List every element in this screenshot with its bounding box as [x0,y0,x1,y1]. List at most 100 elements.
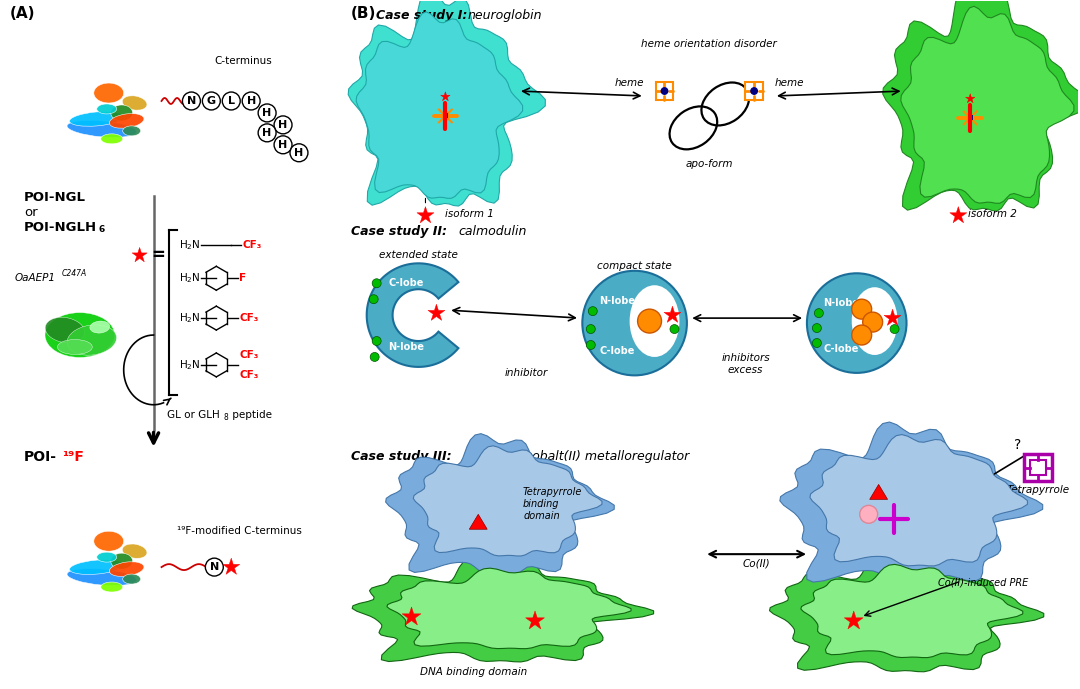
Text: H: H [246,96,256,106]
Circle shape [586,340,595,349]
Text: CoaR, a cobalt(II) metalloregulator: CoaR, a cobalt(II) metalloregulator [473,450,689,462]
Ellipse shape [109,562,144,577]
Polygon shape [810,435,1027,566]
Text: GL or GLH: GL or GLH [166,410,219,420]
Text: heme orientation disorder: heme orientation disorder [642,39,778,49]
Ellipse shape [122,544,147,558]
FancyBboxPatch shape [443,114,448,119]
Text: POI-NGL: POI-NGL [24,191,86,204]
Circle shape [863,312,882,332]
Text: (A): (A) [10,6,36,21]
Circle shape [258,104,276,122]
Text: ¹⁹F: ¹⁹F [62,450,84,464]
Ellipse shape [852,287,897,355]
Circle shape [274,116,292,134]
Circle shape [370,353,379,362]
Circle shape [291,144,308,162]
Circle shape [242,92,260,110]
Ellipse shape [630,285,679,357]
Text: N: N [210,562,219,572]
Ellipse shape [69,559,124,575]
Circle shape [852,325,872,345]
Circle shape [661,88,667,94]
Text: compact state: compact state [597,261,672,271]
Text: C247A: C247A [62,269,87,278]
PathPatch shape [885,309,901,325]
Text: heme: heme [774,78,804,88]
Text: C-lobe: C-lobe [389,278,424,288]
Ellipse shape [122,96,147,110]
Ellipse shape [109,114,144,128]
Ellipse shape [67,121,136,137]
Ellipse shape [582,271,687,376]
Polygon shape [869,484,888,500]
Text: ?: ? [1014,438,1022,451]
Circle shape [860,505,878,523]
Text: Case study II:: Case study II: [351,225,451,238]
Polygon shape [780,422,1042,584]
Text: H: H [262,128,272,138]
Ellipse shape [123,574,140,584]
Circle shape [814,309,823,318]
Ellipse shape [57,340,92,354]
Circle shape [258,124,276,142]
Text: H$_2$N: H$_2$N [179,311,201,325]
Text: neuroglobin: neuroglobin [468,10,542,22]
Polygon shape [352,557,653,662]
Circle shape [373,336,381,345]
Text: POI-NGLH: POI-NGLH [24,220,97,234]
Ellipse shape [97,552,117,562]
Circle shape [637,309,662,333]
Text: DNA binding domain: DNA binding domain [420,667,527,677]
Ellipse shape [807,274,906,373]
PathPatch shape [402,607,421,625]
Text: F: F [239,274,246,283]
Text: Co(II): Co(II) [742,558,770,568]
PathPatch shape [132,247,147,262]
Ellipse shape [97,104,117,114]
Text: inhibitors: inhibitors [721,353,770,363]
Text: H$_2$N: H$_2$N [179,271,201,285]
Polygon shape [387,568,631,648]
Circle shape [586,325,595,333]
Text: H: H [279,140,287,150]
PathPatch shape [526,611,544,629]
Ellipse shape [69,112,124,126]
PathPatch shape [222,558,240,575]
Text: excess: excess [728,365,764,375]
Text: L: L [228,96,234,106]
Ellipse shape [100,582,123,592]
PathPatch shape [966,94,975,103]
Circle shape [183,92,201,110]
Ellipse shape [123,126,140,136]
Ellipse shape [111,105,133,121]
Circle shape [852,299,872,319]
Text: peptide: peptide [229,410,272,420]
Circle shape [202,92,220,110]
Text: CF₃: CF₃ [239,313,258,323]
Ellipse shape [111,553,133,569]
Text: G: G [206,96,216,106]
Text: C-lobe: C-lobe [823,344,859,354]
Text: N-lobe: N-lobe [598,296,635,306]
Polygon shape [386,433,615,574]
FancyBboxPatch shape [968,115,973,121]
Text: Tetrapyrrole
binding
domain: Tetrapyrrole binding domain [523,487,582,521]
Text: =: = [151,247,165,265]
Text: POI-: POI- [24,450,57,464]
Text: 6: 6 [98,225,105,234]
Circle shape [589,307,597,316]
Text: Co(II)-induced PRE: Co(II)-induced PRE [939,577,1028,587]
Text: N: N [187,96,197,106]
Text: N-lobe: N-lobe [389,342,424,352]
Polygon shape [367,263,458,367]
PathPatch shape [949,207,967,223]
Text: CF₃: CF₃ [242,240,261,250]
Text: inhibitor: inhibitor [505,368,549,378]
Circle shape [670,325,679,333]
Text: H$_2$N: H$_2$N [179,358,201,372]
Polygon shape [356,12,523,198]
Ellipse shape [94,531,124,551]
Text: isoform 2: isoform 2 [969,209,1017,218]
Ellipse shape [90,321,110,333]
